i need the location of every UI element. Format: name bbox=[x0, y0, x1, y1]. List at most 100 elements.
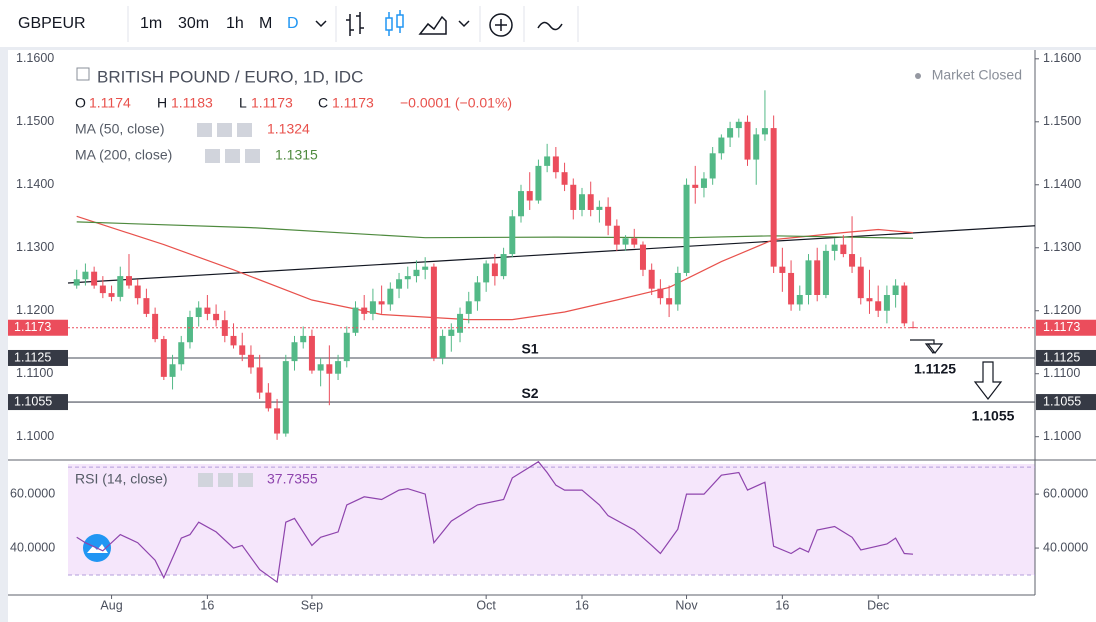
x-tick-label: Sep bbox=[301, 598, 323, 612]
candle-body bbox=[648, 269, 655, 289]
candles-icon[interactable] bbox=[385, 10, 404, 36]
candle-body bbox=[369, 301, 376, 314]
candle-body bbox=[448, 329, 455, 336]
candle-body bbox=[457, 313, 464, 333]
candle-body bbox=[378, 301, 385, 305]
candle-body bbox=[753, 134, 760, 160]
bars-icon[interactable] bbox=[346, 12, 364, 36]
rsi-band-fill bbox=[68, 464, 1035, 575]
candle-body bbox=[117, 276, 124, 297]
rsi-tick-label: 40.0000 bbox=[10, 540, 55, 554]
y-tick-label: 1.1300 bbox=[16, 240, 54, 254]
x-tick-label: 16 bbox=[200, 598, 214, 612]
candle-body bbox=[500, 254, 507, 277]
y-tick-label: 1.1100 bbox=[16, 366, 53, 380]
candle-body bbox=[901, 285, 908, 324]
s2-arrow bbox=[973, 361, 1003, 400]
candle-body bbox=[761, 128, 768, 135]
candle-body bbox=[578, 194, 585, 210]
legend-value: 1.1324 bbox=[267, 121, 310, 137]
candle-body bbox=[300, 335, 307, 343]
candle-body bbox=[613, 225, 620, 245]
candle-body bbox=[230, 335, 237, 346]
candle-body bbox=[204, 307, 211, 314]
candle-body bbox=[186, 317, 193, 343]
candle-body bbox=[326, 364, 333, 374]
interval-active[interactable]: D bbox=[287, 15, 299, 32]
candle-body bbox=[744, 121, 751, 160]
price-box-label: 1.1125 bbox=[14, 350, 51, 364]
candle-body bbox=[465, 301, 472, 314]
study-icons[interactable] bbox=[197, 123, 252, 137]
candle-body bbox=[622, 238, 629, 245]
candle-body bbox=[805, 260, 812, 295]
candle-body bbox=[883, 294, 890, 311]
candle-body bbox=[700, 178, 707, 188]
candle-body bbox=[770, 128, 777, 267]
y-tick-label: 1.1400 bbox=[1043, 177, 1081, 191]
change: −0.0001 (−0.01%) bbox=[400, 95, 512, 111]
y-tick-label: 1.1600 bbox=[1043, 51, 1081, 65]
candle-body bbox=[866, 298, 873, 302]
candle-body bbox=[727, 128, 734, 138]
dropdown-icon[interactable] bbox=[458, 20, 470, 28]
rsi-line bbox=[76, 460, 914, 584]
candle-body bbox=[99, 285, 106, 294]
candle-body bbox=[491, 263, 498, 277]
y-tick-label: 1.1000 bbox=[16, 429, 54, 443]
x-tick-label: Dec bbox=[867, 598, 889, 612]
candle-body bbox=[483, 263, 490, 283]
ohlc-label: H bbox=[157, 95, 167, 111]
y-tick-label: 1.1100 bbox=[1043, 366, 1080, 380]
target-label: 1.1055 bbox=[972, 408, 1015, 424]
candle-body bbox=[474, 282, 481, 302]
rsi-tick-label: 40.0000 bbox=[1043, 540, 1088, 554]
study-icons[interactable] bbox=[198, 473, 253, 487]
legend-value: 1.1315 bbox=[275, 147, 318, 163]
interval[interactable]: 1m bbox=[140, 15, 162, 32]
candle-body bbox=[195, 307, 202, 318]
candle-body bbox=[439, 335, 446, 358]
x-tick-label: 16 bbox=[575, 598, 589, 612]
candle-body bbox=[875, 301, 882, 311]
ohlc-label: O bbox=[75, 95, 86, 111]
candle-body bbox=[239, 345, 246, 355]
candle-body bbox=[430, 266, 437, 358]
candle-body bbox=[587, 194, 594, 210]
interval[interactable]: 30m bbox=[178, 15, 209, 32]
indicators-icon[interactable] bbox=[537, 21, 563, 31]
interval[interactable]: 1h bbox=[226, 15, 244, 32]
candle-body bbox=[788, 272, 795, 305]
x-tick-label: Oct bbox=[476, 598, 496, 612]
candle-body bbox=[361, 307, 368, 314]
legend-entry: MA (200, close) bbox=[75, 147, 172, 163]
candle-body bbox=[413, 269, 420, 277]
price-box bbox=[1036, 394, 1096, 411]
candle-body bbox=[596, 206, 603, 210]
candle-body bbox=[134, 285, 141, 299]
y-tick-label: 1.1000 bbox=[1043, 429, 1081, 443]
rsi-tick-label: 60.0000 bbox=[10, 486, 55, 500]
compare-icon[interactable] bbox=[489, 13, 513, 37]
price-box-label: 1.1055 bbox=[1043, 394, 1081, 408]
study-icons[interactable] bbox=[205, 149, 260, 163]
dropdown-icon[interactable] bbox=[315, 20, 327, 28]
area-icon[interactable] bbox=[418, 15, 447, 35]
candle-body bbox=[849, 254, 856, 267]
candle-body bbox=[265, 392, 272, 409]
symbol[interactable]: GBPEUR bbox=[18, 15, 86, 32]
status-dot bbox=[915, 73, 921, 79]
candle-body bbox=[213, 313, 220, 321]
candle-body bbox=[291, 342, 298, 362]
price-box bbox=[1036, 349, 1096, 366]
candle-body bbox=[831, 244, 838, 251]
interval[interactable]: M bbox=[259, 15, 272, 32]
candle-body bbox=[308, 335, 315, 371]
rsi-title: RSI (14, close) bbox=[75, 471, 168, 487]
candle-body bbox=[822, 250, 829, 295]
candle-body bbox=[352, 307, 359, 333]
collapse-icon[interactable] bbox=[76, 67, 90, 81]
candle-body bbox=[256, 367, 263, 393]
candle-body bbox=[73, 279, 80, 286]
